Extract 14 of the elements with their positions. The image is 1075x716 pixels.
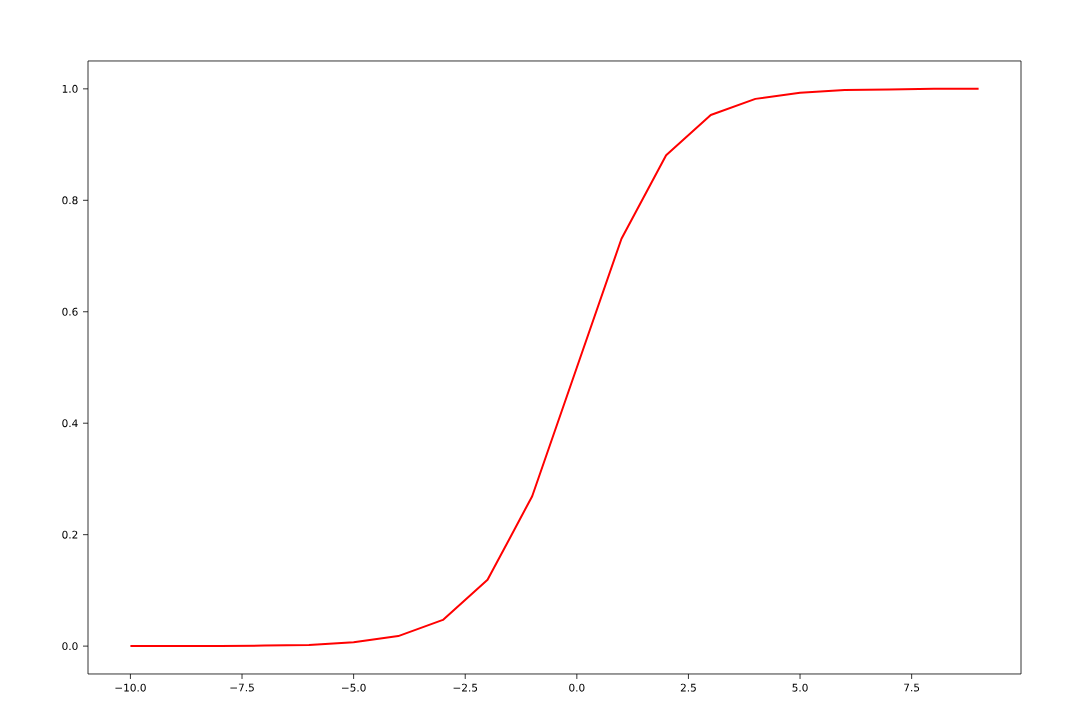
y-tick-label: 0.4 [62,419,78,428]
x-tick-label: 0.0 [569,683,585,692]
y-tick-label: 1.0 [62,84,78,93]
y-tick-label: 0.2 [62,530,78,539]
x-tick-label: −7.5 [230,683,254,692]
x-tick-label: −10.0 [115,683,146,692]
y-tick-label: 0.8 [62,196,78,205]
x-tick-label: 7.5 [904,683,920,692]
x-tick-label: 2.5 [680,683,696,692]
x-tick-label: 5.0 [792,683,808,692]
x-tick-label: −5.0 [341,683,366,692]
x-tick-label: −2.5 [453,683,478,692]
y-tick-label: 0.6 [62,307,78,316]
y-tick-label: 0.0 [62,642,78,651]
